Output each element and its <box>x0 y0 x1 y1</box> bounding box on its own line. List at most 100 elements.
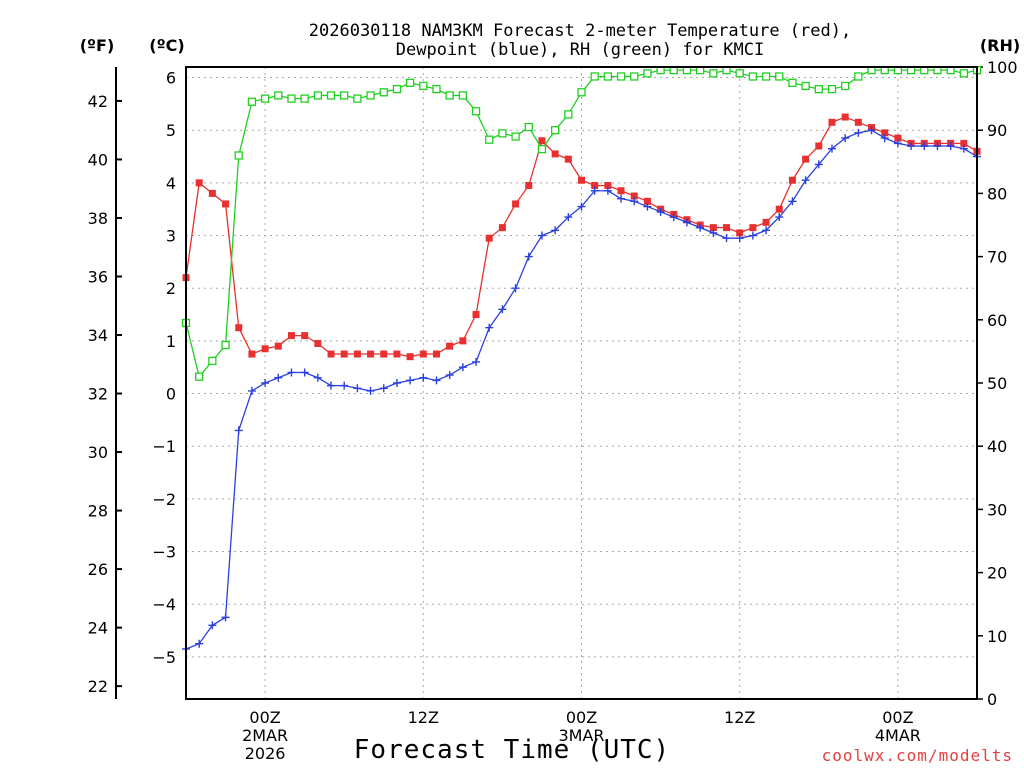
dewpoint-point <box>788 197 797 206</box>
dewpoint-point <box>432 376 441 385</box>
rh-point <box>432 84 441 94</box>
temperature-point <box>894 134 902 142</box>
rh-tick-label: 30 <box>987 500 1007 519</box>
temperature-point <box>235 324 243 332</box>
rh-point <box>313 91 322 100</box>
dewpoint-point <box>696 223 705 232</box>
temperature-point <box>551 150 559 158</box>
rh-point <box>353 94 362 103</box>
dewpoint-point <box>617 194 626 203</box>
chart-title-line1: 2026030118 NAM3KM Forecast 2-meter Tempe… <box>309 21 851 41</box>
rh-point <box>247 97 257 106</box>
temperature-point <box>815 142 823 150</box>
dewpoint-point <box>261 379 270 387</box>
dewpoint-point <box>920 142 929 150</box>
dewpoint-point <box>524 252 533 261</box>
rh-tick-label: 60 <box>987 311 1007 330</box>
celsius-tick-label: −2 <box>152 490 176 509</box>
temperature-point <box>841 113 849 121</box>
celsius-tick-label: 5 <box>166 121 176 140</box>
date-tick-label: 3MAR <box>558 726 604 745</box>
fahrenheit-tick-label: 28 <box>88 502 108 521</box>
rh-tick-label: 100 <box>987 58 1018 77</box>
dewpoint-point <box>630 197 639 206</box>
dewpoint-point <box>406 376 415 385</box>
dewpoint-point <box>669 213 678 222</box>
temperature-point <box>802 155 810 163</box>
dewpoint-point <box>340 381 349 390</box>
celsius-tick-label: 3 <box>166 227 176 246</box>
dewpoint-point <box>682 218 691 227</box>
fahrenheit-tick-label: 26 <box>88 560 108 579</box>
temperature-point <box>512 200 520 208</box>
rh-tick-label: 80 <box>987 184 1007 203</box>
celsius-tick-label: −5 <box>152 648 176 667</box>
temperature-point <box>314 340 322 347</box>
dewpoint-point <box>498 305 507 314</box>
temperature-point <box>261 345 269 353</box>
dewpoint-point <box>392 379 401 387</box>
series-layer <box>181 66 982 653</box>
temperature-point <box>538 137 546 145</box>
rh-point <box>445 91 454 100</box>
dewpoint-point <box>656 207 665 216</box>
x-axis-label: Forecast Time (UTC) <box>354 735 670 765</box>
date-tick-label: 4MAR <box>875 726 921 745</box>
rh-tick-label: 40 <box>987 437 1007 456</box>
temperature-point <box>630 192 638 200</box>
time-tick-label: 12Z <box>724 708 755 727</box>
rh-point <box>195 372 204 381</box>
temperature-point <box>419 350 427 358</box>
rh-point <box>590 72 599 81</box>
dewpoint-point <box>274 373 283 382</box>
dewpoint-point <box>722 234 731 243</box>
dewpoint-point <box>195 639 204 648</box>
temperature-point <box>222 200 230 208</box>
rh-point <box>234 151 243 160</box>
rh-point <box>827 84 837 94</box>
temperature-point <box>617 187 625 195</box>
rh-point <box>735 69 744 78</box>
dewpoint-point <box>221 613 230 622</box>
rh-point <box>959 69 968 78</box>
rh-point <box>485 135 494 144</box>
rh-unit-label: (RH) <box>980 36 1020 55</box>
rh-point <box>524 122 533 132</box>
rh-point <box>630 72 639 81</box>
rh-point <box>221 340 230 350</box>
rh-point <box>788 78 797 87</box>
rh-point <box>761 72 771 81</box>
rh-point <box>326 91 336 100</box>
temperature-point <box>591 182 599 189</box>
temperature-point <box>367 350 375 358</box>
dewpoint-point <box>762 226 771 235</box>
temperature-point <box>775 205 783 213</box>
celsius-tick-label: 0 <box>166 385 176 404</box>
dewpoint-point <box>353 384 362 393</box>
dewpoint-point <box>933 142 942 150</box>
temperature-point <box>525 182 533 189</box>
rh-tick-label: 50 <box>987 374 1007 393</box>
temperature-point <box>762 218 770 226</box>
dewpoint-point <box>893 139 902 148</box>
rh-point <box>854 72 863 81</box>
temperature-point <box>340 350 348 358</box>
temperature-point <box>736 229 744 237</box>
rh-point <box>775 72 784 81</box>
dewpoint-point <box>208 621 217 630</box>
chart-title-line2: Dewpoint (blue), RH (green) for KMCI <box>396 40 764 60</box>
time-tick-label: 00Z <box>566 708 597 727</box>
dewpoint-point <box>485 323 494 332</box>
dewpoint-point <box>814 160 823 169</box>
dewpoint-point <box>445 371 454 380</box>
dewpoint-point <box>287 368 296 377</box>
temperature-point <box>301 332 309 340</box>
time-tick-label: 12Z <box>408 708 439 727</box>
dewpoint-point <box>419 373 428 382</box>
dewpoint-point <box>472 357 481 366</box>
rh-point <box>564 110 573 119</box>
temperature-point <box>723 224 731 232</box>
year-tick-label: 2026 <box>245 744 286 763</box>
temperature-point <box>353 350 361 358</box>
rh-point <box>577 88 586 97</box>
